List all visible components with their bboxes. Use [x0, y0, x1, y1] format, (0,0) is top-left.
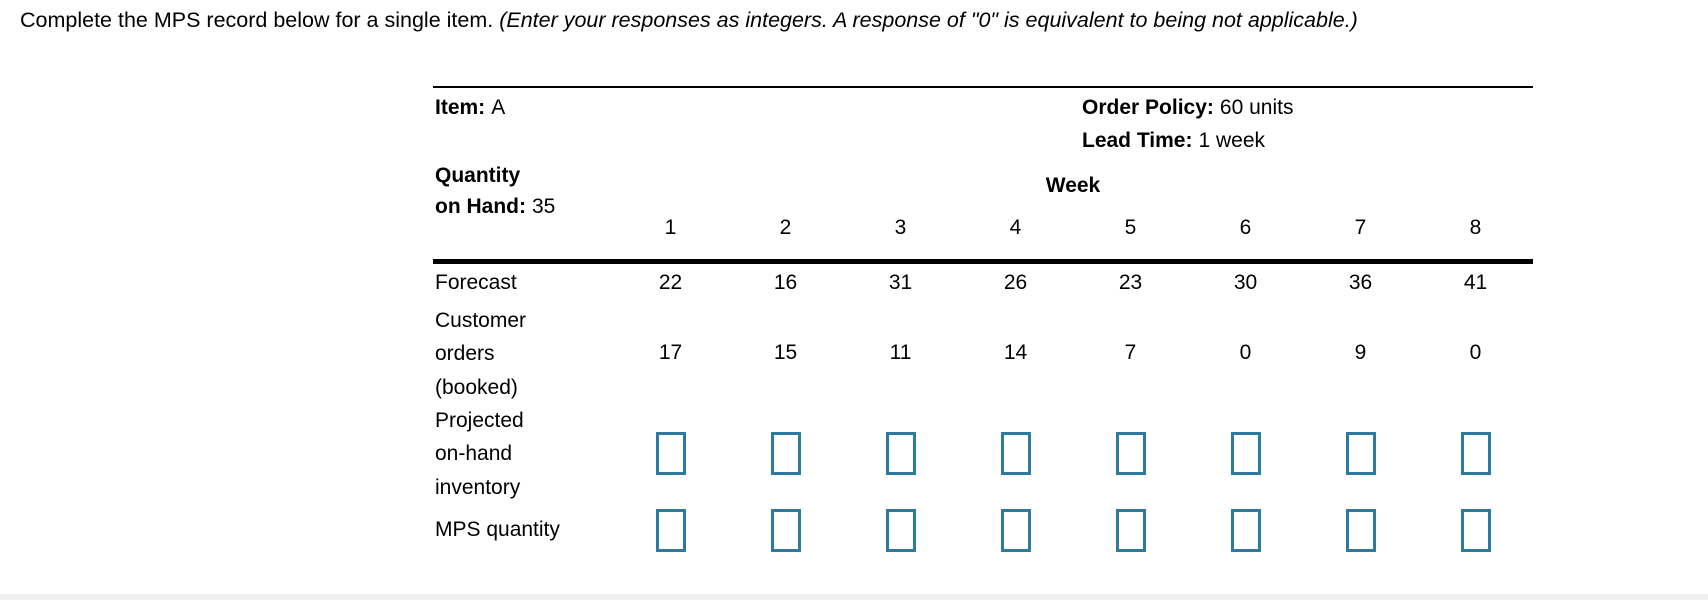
- forecast-value-week-6: 30: [1233, 271, 1258, 294]
- row-label-projected-on-hand: Projected on-hand inventory: [435, 409, 524, 499]
- week-numbers-row: 1 2 3 4 5 6 7 8: [433, 216, 1533, 240]
- customer-orders-value-week-1: 17: [658, 341, 683, 365]
- quantity-on-hand-value: 35: [531, 195, 556, 218]
- instruction-italic-text: (Enter your responses as integers. A res…: [499, 8, 1358, 32]
- mps-quantity-input-week-7[interactable]: [1345, 508, 1376, 552]
- week-number-4: 4: [1009, 216, 1022, 239]
- mps-quantity-input-week-2[interactable]: [770, 508, 801, 552]
- forecast-row: Forecast 22 16 31 26 23 30 36 41: [433, 264, 1533, 302]
- week-number-2: 2: [779, 216, 792, 239]
- quantity-on-hand-line: Quantity on Hand: 35: [435, 160, 555, 222]
- order-policy-label: Order Policy:: [1082, 96, 1214, 119]
- lead-time-label: Lead Time:: [1082, 129, 1193, 152]
- mps-quantity-input-week-3[interactable]: [885, 508, 916, 552]
- row-label-mps-quantity: MPS quantity: [435, 518, 560, 541]
- instruction-text: Complete the MPS record below for a sing…: [20, 7, 1358, 34]
- forecast-value-week-4: 26: [1003, 271, 1028, 294]
- week-header: Week: [1045, 174, 1101, 197]
- customer-orders-value-week-2: 15: [773, 341, 798, 365]
- week-number-8: 8: [1469, 216, 1482, 239]
- forecast-value-week-3: 31: [888, 271, 913, 294]
- forecast-value-week-5: 23: [1118, 271, 1143, 294]
- customer-orders-value-week-5: 7: [1124, 341, 1137, 365]
- mps-record-table: Item: A Order Policy: 60 units Lead Time: 1…: [433, 86, 1533, 558]
- week-number-7: 7: [1354, 216, 1367, 239]
- week-number-1: 1: [664, 216, 677, 239]
- mps-quantity-input-week-6[interactable]: [1230, 508, 1261, 552]
- projected-inventory-input-week-7[interactable]: [1345, 431, 1376, 475]
- customer-orders-value-week-8: 0: [1469, 341, 1482, 365]
- projected-inventory-input-week-6[interactable]: [1230, 431, 1261, 475]
- scrollbar-track[interactable]: [0, 594, 1708, 600]
- instruction-normal-text: Complete the MPS record below for a sing…: [20, 8, 500, 32]
- mps-quantity-input-week-8[interactable]: [1460, 508, 1491, 552]
- projected-inventory-input-week-2[interactable]: [770, 431, 801, 475]
- forecast-value-week-1: 22: [658, 271, 683, 294]
- customer-orders-value-week-4: 14: [1003, 341, 1028, 365]
- week-number-6: 6: [1239, 216, 1252, 239]
- item-value: A: [491, 96, 506, 119]
- week-number-3: 3: [894, 216, 907, 239]
- projected-inventory-input-week-3[interactable]: [885, 431, 916, 475]
- forecast-value-week-8: 41: [1463, 271, 1488, 294]
- order-policy-value: 60 units: [1219, 96, 1294, 119]
- order-policy-line: Order Policy: 60 units: [1082, 96, 1293, 120]
- lead-time-value: 1 week: [1198, 129, 1266, 152]
- customer-orders-value-week-7: 9: [1354, 341, 1367, 365]
- row-label-customer-orders: Customer orders (booked): [435, 309, 527, 399]
- quantity-on-hand-label-line1: Quantity: [435, 164, 521, 187]
- projected-inventory-input-week-1[interactable]: [655, 431, 686, 475]
- week-number-5: 5: [1124, 216, 1137, 239]
- projected-on-hand-row: Projected on-hand inventory: [433, 402, 1533, 502]
- customer-orders-value-week-3: 11: [889, 341, 912, 365]
- forecast-value-week-2: 16: [773, 271, 798, 294]
- mps-quantity-input-week-5[interactable]: [1115, 508, 1146, 552]
- mps-quantity-row: MPS quantity: [433, 502, 1533, 558]
- item-label: Item:: [435, 96, 486, 119]
- item-line: Item: A: [435, 96, 505, 120]
- projected-inventory-input-week-5[interactable]: [1115, 431, 1146, 475]
- mps-quantity-input-week-4[interactable]: [1000, 508, 1031, 552]
- projected-inventory-input-week-4[interactable]: [1000, 431, 1031, 475]
- customer-orders-row: Customer orders (booked) 17 15 11 14 7 0…: [433, 302, 1533, 402]
- forecast-value-week-7: 36: [1348, 271, 1373, 294]
- quantity-on-hand-label-line2: on Hand:: [435, 195, 526, 218]
- mps-quantity-input-week-1[interactable]: [655, 508, 686, 552]
- mps-table-header: Item: A Order Policy: 60 units Lead Time: 1…: [433, 88, 1533, 264]
- row-label-forecast: Forecast: [435, 271, 517, 294]
- customer-orders-value-week-6: 0: [1239, 341, 1252, 365]
- projected-inventory-input-week-8[interactable]: [1460, 431, 1491, 475]
- lead-time-line: Lead Time: 1 week: [1082, 129, 1265, 153]
